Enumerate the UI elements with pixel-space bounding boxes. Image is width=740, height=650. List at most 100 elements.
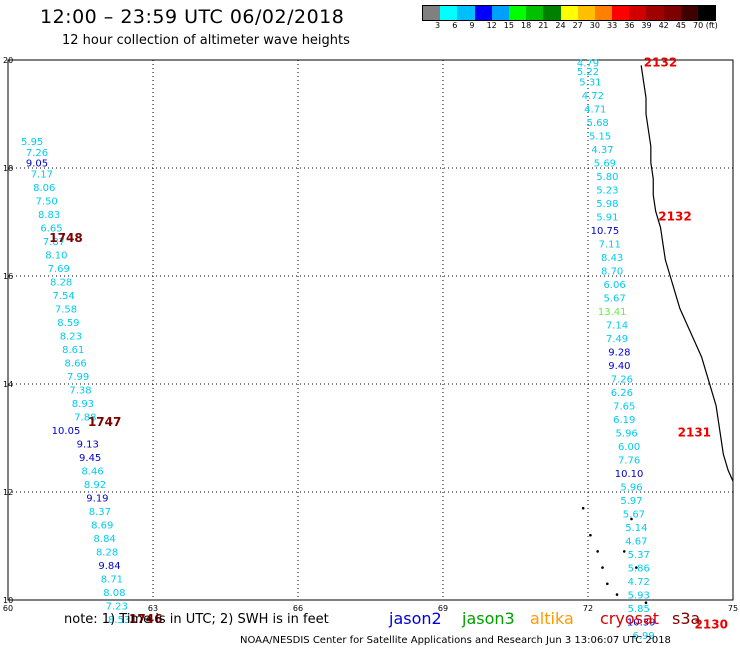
legend-label: 33	[607, 21, 618, 30]
island-marker	[615, 593, 619, 596]
coastline	[640, 65, 734, 482]
wave-height-value: 8.71	[101, 574, 123, 585]
wave-height-value: 7.11	[599, 240, 621, 251]
wave-height-value: 7.50	[36, 196, 58, 207]
island-marker	[601, 566, 604, 569]
wave-height-value: 5.31	[579, 78, 601, 89]
island-marker	[635, 566, 638, 569]
wave-height-value: 4.71	[584, 105, 606, 116]
color-legend	[422, 5, 717, 21]
legend-swatch	[543, 6, 561, 20]
satellite-jason2: jason2	[389, 609, 442, 628]
y-tick-label: 14	[3, 380, 13, 389]
legend-swatch	[698, 6, 716, 20]
legend-swatch	[440, 6, 458, 20]
wave-height-value: 7.58	[55, 304, 77, 315]
legend-swatch	[508, 6, 527, 20]
legend-swatch	[612, 6, 630, 20]
wave-height-value: 5.14	[625, 523, 647, 534]
wave-height-value: 6.26	[611, 388, 633, 399]
legend-label: 6	[452, 21, 458, 30]
wave-height-value: 6.06	[603, 280, 625, 291]
map-subtitle: 12 hour collection of altimeter wave hei…	[62, 33, 350, 48]
legend-label: 9	[469, 21, 475, 30]
wave-height-value: 5.69	[594, 159, 616, 170]
wave-height-value: 6.00	[618, 442, 640, 453]
legend-swatch	[646, 6, 664, 20]
legend-swatch	[423, 6, 441, 20]
wave-height-value: 7.69	[48, 264, 70, 275]
wave-height-value: 9.45	[79, 453, 101, 464]
x-tick-label: 60	[3, 604, 13, 613]
note-text: note: 1) Time is in UTC; 2) SWH is in fe…	[64, 612, 329, 627]
island-marker	[644, 601, 648, 604]
wave-height-value: 8.06	[33, 183, 55, 194]
island-marker	[622, 550, 626, 553]
legend-swatch	[457, 6, 475, 20]
legend-label: 24	[555, 21, 566, 30]
legend-label: 27	[572, 21, 583, 30]
x-tick-label: 75	[728, 604, 738, 613]
legend-label: 70 (ft)	[693, 21, 718, 30]
wave-height-value: 10.10	[615, 469, 644, 480]
x-tick-label: 66	[293, 604, 303, 613]
wave-height-value: 8.28	[96, 547, 118, 558]
satellite-s3a: s3a	[672, 609, 701, 628]
wave-height-value: 5.68	[587, 118, 609, 129]
wave-height-value: 7.87	[43, 237, 65, 248]
wave-height-value: 8.83	[38, 210, 60, 221]
wave-height-value: 6.99	[632, 631, 654, 642]
wave-height-value: 5.98	[596, 199, 618, 210]
wave-height-value: 8.23	[60, 331, 82, 342]
wave-height-value: 8.61	[62, 345, 84, 356]
wave-height-value: 9.13	[77, 439, 99, 450]
wave-height-value: 5.23	[596, 186, 618, 197]
x-tick-label: 63	[148, 604, 158, 613]
satellite-jason3: jason3	[462, 609, 515, 628]
wave-height-value: 4.79	[577, 59, 599, 70]
wave-height-value: 6.65	[40, 223, 62, 234]
legend-swatch	[526, 6, 544, 20]
legend-swatch	[594, 6, 613, 20]
wave-height-value: 8.70	[601, 267, 623, 278]
track-time-label: 1746	[129, 612, 162, 626]
wave-height-value: 9.40	[608, 361, 630, 372]
legend-label: 12	[486, 21, 497, 30]
wave-height-value: 5.95	[21, 137, 43, 148]
wave-height-value: 8.37	[89, 507, 111, 518]
track-time-label: 2130	[695, 617, 728, 631]
wave-height-value: 5.80	[596, 172, 618, 183]
legend-swatch	[680, 6, 698, 20]
wave-height-value: 5.86	[628, 564, 650, 575]
legend-label: 36	[624, 21, 635, 30]
wave-height-value: 6.19	[613, 415, 635, 426]
wave-height-value: 5.37	[628, 550, 650, 561]
legend-label: 42	[658, 21, 669, 30]
legend-swatch	[491, 6, 509, 20]
legend-label: 45	[675, 21, 686, 30]
wave-height-value: 8.28	[50, 277, 72, 288]
wave-height-value: 10.75	[591, 226, 620, 237]
wave-height-value: 8.84	[94, 534, 116, 545]
wave-height-value: 8.92	[84, 480, 106, 491]
island-marker	[630, 517, 633, 521]
wave-height-value: 9.28	[608, 348, 630, 359]
wave-height-value: 7.65	[613, 402, 635, 413]
wave-height-value: 4.72	[582, 91, 604, 102]
wave-height-value: 8.59	[57, 318, 79, 329]
wave-height-value: 5.22	[577, 67, 599, 78]
wave-height-value: 8.43	[601, 253, 623, 264]
map-frame	[7, 59, 734, 601]
wave-height-value: 13.41	[598, 307, 627, 318]
y-tick-label: 20	[3, 56, 13, 65]
track-time-label: 1748	[49, 231, 82, 245]
wave-height-value: 7.99	[67, 372, 89, 383]
wave-height-value: 10.05	[52, 426, 81, 437]
legend-label: 15	[503, 21, 514, 30]
track-time-label: 2132	[658, 210, 691, 224]
y-tick-label: 18	[3, 164, 13, 173]
wave-height-value: 5.97	[620, 496, 642, 507]
legend-swatch	[663, 6, 681, 20]
legend-label: 30	[589, 21, 600, 30]
